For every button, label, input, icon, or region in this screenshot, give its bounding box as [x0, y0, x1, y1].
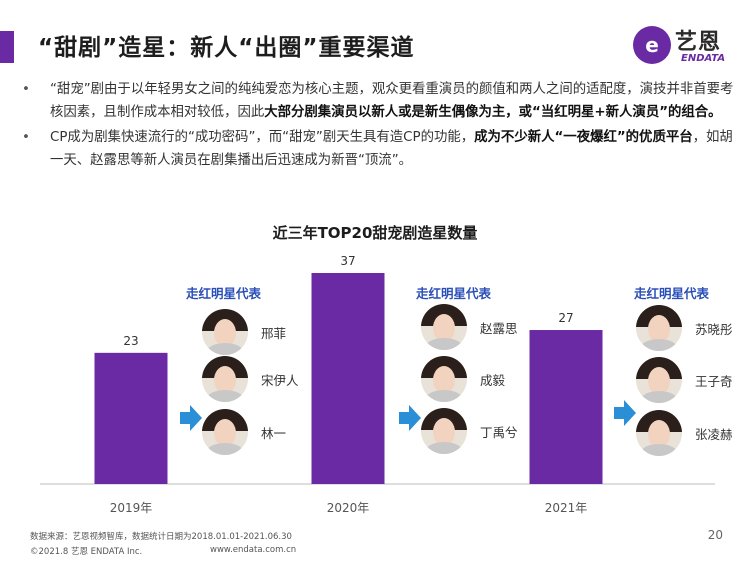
- endata-logo: e 艺恩 ENDATA: [633, 24, 733, 68]
- avatar: [636, 410, 682, 456]
- bullet-item: • CP成为剧集快速流行的“成功密码”，而“甜宠”剧天生具有造CP的功能，成为不…: [22, 126, 734, 172]
- star-name: 成毅: [480, 373, 506, 388]
- star-item: 邢菲: [202, 309, 352, 355]
- star-name: 邢菲: [261, 326, 287, 341]
- star-name: 赵露思: [480, 321, 518, 336]
- star-item: 王子奇: [636, 357, 750, 403]
- avatar: [202, 309, 248, 355]
- title-accent-bar: [0, 31, 14, 63]
- star-item: 林一: [202, 409, 352, 455]
- avatar: [202, 409, 248, 455]
- bar: [529, 330, 603, 484]
- star-item: 赵露思: [421, 304, 571, 350]
- bullet-text: CP成为剧集快速流行的“成功密码”，而“甜宠”剧天生具有造CP的功能，: [50, 130, 475, 145]
- x-tick-label: 2019年: [110, 501, 153, 515]
- bullet-text: “甜宠”剧由于以年轻男女之间的纯纯爱恋为核心主题，观众更看重演员的颜值和两人之间…: [50, 82, 734, 120]
- star-name: 张凌赫: [695, 427, 733, 442]
- star-item: 苏晓彤: [636, 305, 750, 351]
- star-item: 张凌赫: [636, 410, 750, 456]
- avatar: [421, 408, 467, 454]
- bullet-bold-text: 成为不少新人“一夜爆红”的优质平台: [474, 130, 693, 145]
- arrow-right-icon: [180, 405, 202, 431]
- data-source: 数据来源：艺恩视频智库，数据统计日期为2018.01.01-2021.06.30: [30, 532, 292, 542]
- copyright: ©2021.8 艺恩 ENDATA Inc.: [30, 547, 143, 557]
- avatar: [202, 356, 248, 402]
- star-group-heading: 走红明星代表: [186, 286, 262, 301]
- avatar: [421, 304, 467, 350]
- x-tick-label: 2021年: [545, 501, 588, 515]
- x-tick-label: 2020年: [327, 501, 370, 515]
- star-name: 王子奇: [695, 374, 733, 389]
- star-item: 丁禹兮: [421, 408, 571, 454]
- data-label: 27: [558, 311, 573, 325]
- chart-title: 近三年TOP20甜宠剧造星数量: [272, 224, 478, 242]
- star-item: 宋伊人: [202, 356, 352, 402]
- bullet-tail-text: ，如胡一天、赵露思等新人演员在剧集播出后迅速成为新晋“顶流”。: [50, 130, 733, 168]
- star-name: 苏晓彤: [695, 322, 733, 337]
- data-label: 23: [123, 334, 138, 348]
- logo-mark: e: [633, 26, 671, 64]
- bar: [94, 352, 168, 484]
- page-number: 20: [707, 528, 723, 542]
- arrow-right-icon: [399, 405, 421, 431]
- logo-subtext: ENDATA: [681, 53, 726, 64]
- bar: [311, 273, 385, 484]
- data-label: 37: [340, 254, 355, 268]
- avatar: [636, 305, 682, 351]
- star-name: 林一: [261, 426, 287, 441]
- star-name: 宋伊人: [261, 373, 299, 388]
- bullet-list: • “甜宠”剧由于以年轻男女之间的纯纯爱恋为核心主题，观众更看重演员的颜值和两人…: [22, 78, 734, 174]
- arrow-right-icon: [614, 400, 636, 426]
- website-link[interactable]: www.endata.com.cn: [210, 545, 297, 555]
- bullet-dot: •: [22, 82, 30, 97]
- bullet-item: • “甜宠”剧由于以年轻男女之间的纯纯爱恋为核心主题，观众更看重演员的颜值和两人…: [22, 78, 734, 124]
- star-group-heading: 走红明星代表: [416, 286, 492, 301]
- star-group-heading: 走红明星代表: [634, 286, 710, 301]
- page-title: “甜剧”造星：新人“出圈”重要渠道: [38, 35, 415, 61]
- bullet-dot: •: [22, 130, 30, 145]
- avatar: [421, 356, 467, 402]
- star-name: 丁禹兮: [480, 425, 518, 440]
- logo-text: 艺恩: [675, 30, 722, 55]
- bullet-bold-text: 大部分剧集演员以新人或是新生偶像为主，或“当红明星+新人演员”的组合。: [264, 105, 722, 120]
- star-item: 成毅: [421, 356, 571, 402]
- avatar: [636, 357, 682, 403]
